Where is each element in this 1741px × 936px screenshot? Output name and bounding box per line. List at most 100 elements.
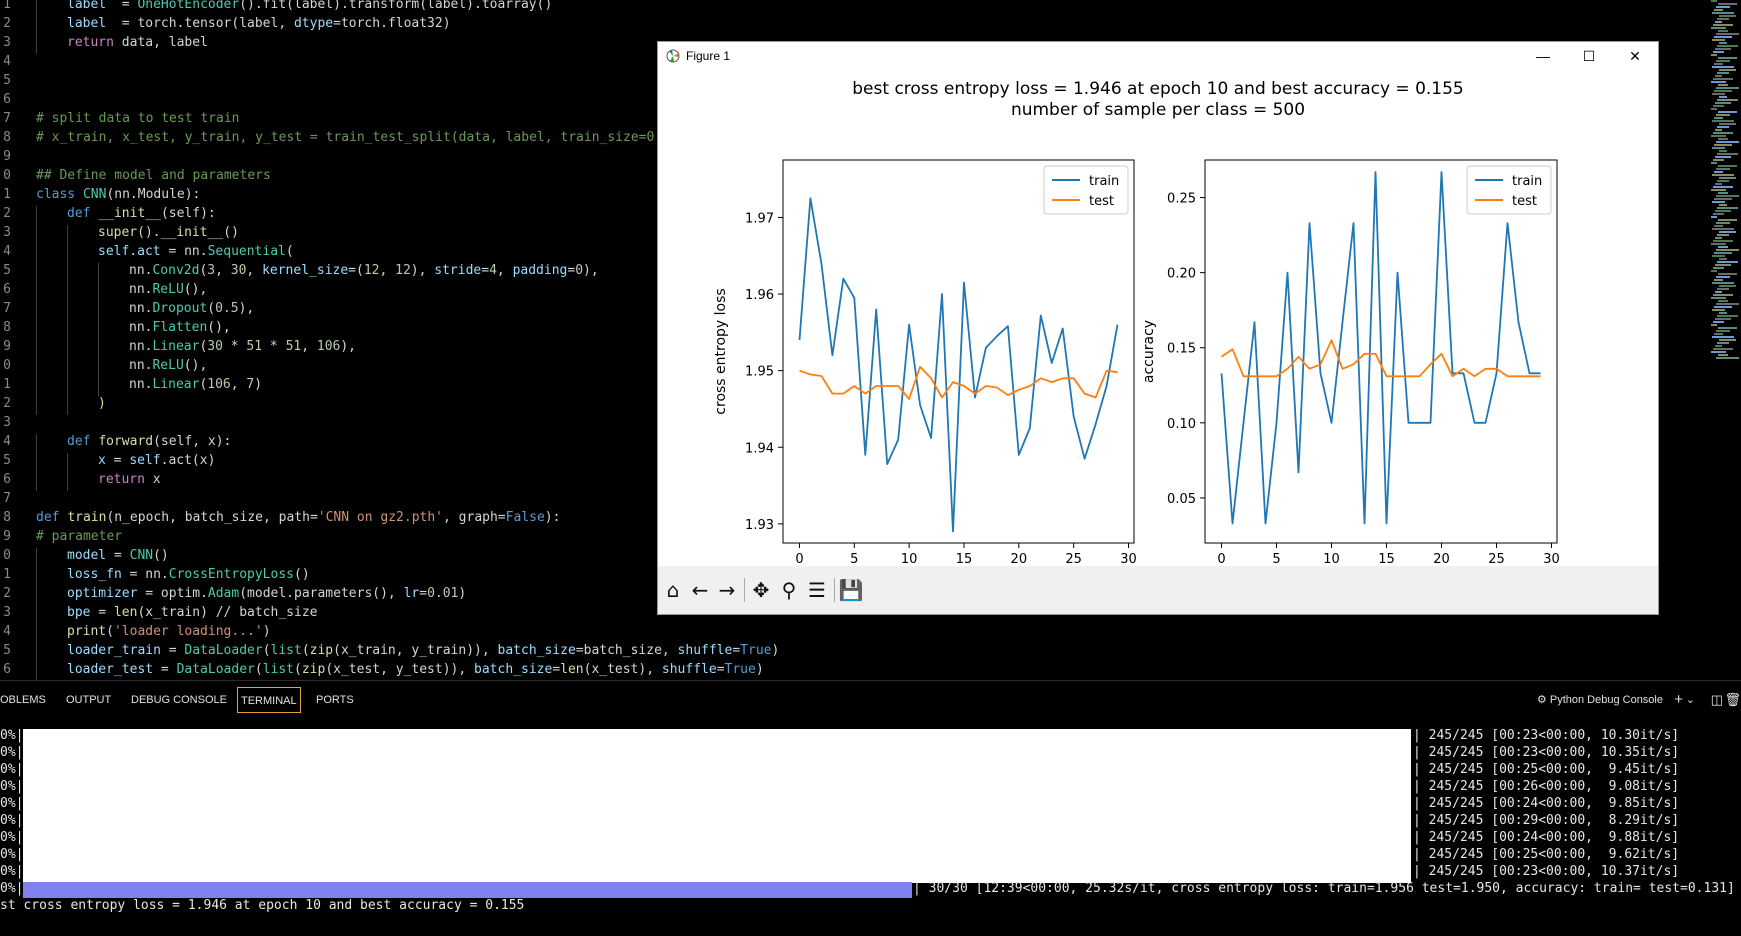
y-tick-label: 1.94 [745, 441, 774, 456]
code-line[interactable]: 4 self.act = nn.Sequential( [0, 244, 294, 263]
code-token: ), [340, 339, 357, 354]
window-titlebar[interactable]: Figure 1 — ☐ ✕ [658, 42, 1658, 70]
line-code: self.act = nn.Sequential( [98, 244, 294, 259]
code-line[interactable]: 4 [0, 54, 11, 73]
code-line[interactable]: 1 nn.Linear(106, 7) [0, 377, 262, 396]
tab-debug-console[interactable]: DEBUG CONSOLE [131, 694, 227, 706]
code-line[interactable]: 9 nn.Linear(30 * 51 * 51, 106), [0, 339, 356, 358]
line-code: def train(n_epoch, batch_size, path='CNN… [36, 510, 560, 525]
code-line[interactable]: 8 def train(n_epoch, batch_size, path='CN… [0, 510, 560, 529]
tab-ports[interactable]: PORTS [316, 694, 354, 706]
configure-icon[interactable]: ☰ [808, 578, 826, 602]
matplotlib-logo-icon [666, 49, 680, 63]
code-line[interactable]: 3 bpe = len(x_train) // batch_size [0, 605, 317, 624]
forward-icon[interactable]: → [718, 578, 736, 602]
minimize-button[interactable]: — [1536, 48, 1550, 64]
code-token: * [222, 339, 247, 354]
split-terminal-icon[interactable]: ◫ [1710, 692, 1723, 707]
close-button[interactable]: ✕ [1629, 48, 1641, 64]
code-line[interactable]: 6 [0, 92, 11, 111]
minimap-line [1718, 273, 1737, 275]
minimap-line [1718, 57, 1737, 59]
minimap-line [1719, 123, 1736, 125]
minimap-line [1715, 75, 1722, 77]
line-number: 1 [3, 0, 11, 12]
figure-canvas[interactable]: best cross entropy loss = 1.946 at epoch… [658, 70, 1658, 585]
zoom-icon[interactable]: ⚲ [781, 578, 797, 602]
progress-prefix: 0%| [0, 847, 24, 862]
code-line[interactable]: 1 class CNN(nn.Module): [0, 187, 200, 206]
code-token: super [98, 225, 138, 240]
code-line[interactable]: 2 label = torch.tensor(label, dtype=torch… [0, 16, 450, 35]
code-line[interactable]: 7 [0, 491, 11, 510]
indent-guide [67, 377, 68, 396]
line-code: optimizer = optim.Adam(model.parameters(… [67, 586, 466, 601]
code-line[interactable]: 3 super().__init__() [0, 225, 239, 244]
code-line[interactable]: 6 nn.ReLU(), [0, 282, 207, 301]
code-line[interactable]: 9 [0, 149, 11, 168]
code-line[interactable]: 9 # parameter [0, 529, 122, 548]
line-code: loader_test = DataLoader(list(zip(x_test… [67, 662, 764, 677]
code-line[interactable]: 6 loader_test = DataLoader(list(zip(x_tes… [0, 662, 764, 680]
line-number: 9 [3, 149, 11, 164]
code-line[interactable]: 4 print('loader loading...') [0, 624, 270, 643]
code-line[interactable]: 1 loss_fn = nn.CrossEntropyLoss() [0, 567, 309, 586]
toolbar-separator [834, 578, 835, 602]
legend-label-test: test [1512, 194, 1537, 209]
code-token: return [67, 35, 114, 50]
code-token: = [106, 0, 138, 12]
code-line[interactable]: 7 # split data to test train [0, 111, 239, 130]
code-token: 12 [395, 263, 411, 278]
minimap[interactable] [1711, 0, 1741, 380]
minimap-line [1714, 63, 1723, 65]
tab-terminal[interactable]: TERMINAL [237, 687, 301, 713]
matplotlib-figure-window[interactable]: Figure 1 — ☐ ✕ best cross entropy loss =… [658, 42, 1658, 614]
minimap-line [1711, 351, 1726, 353]
code-line[interactable]: 8 # x_train, x_test, y_train, y_test = tr… [0, 130, 670, 149]
y-axis-label: cross entropy loss [713, 288, 729, 414]
tab-output[interactable]: OUTPUT [66, 694, 112, 706]
home-icon[interactable]: ⌂ [666, 578, 680, 602]
back-icon[interactable]: ← [691, 578, 709, 602]
trash-icon[interactable]: 🗑 [1724, 692, 1741, 707]
y-tick-label: 0.10 [1167, 417, 1196, 432]
code-line[interactable]: 8 nn.Flatten(), [0, 320, 231, 339]
code-line[interactable]: 3 [0, 415, 11, 434]
code-line[interactable]: 2) [0, 396, 106, 415]
maximize-button[interactable]: ☐ [1582, 48, 1596, 64]
code-line[interactable]: 6 return x [0, 472, 160, 491]
indent-guide [36, 206, 37, 225]
line-number: 3 [3, 225, 11, 240]
x-tick-label: 10 [1323, 552, 1340, 566]
new-terminal-icon[interactable]: + [1674, 691, 1683, 708]
code-line[interactable]: 5 nn.Conv2d(3, 30, kernel_size=(12, 12), … [0, 263, 599, 282]
code-line[interactable]: 3 return data, label [0, 35, 208, 54]
code-line[interactable]: 2 def __init__(self): [0, 206, 216, 225]
code-line[interactable]: 2 optimizer = optim.Adam(model.parameters… [0, 586, 466, 605]
minimap-line [1716, 276, 1730, 278]
code-line[interactable]: 7 nn.Dropout(0.5), [0, 301, 254, 320]
code-line[interactable]: 1 label = OneHotEncoder().fit(label).tran… [0, 0, 552, 16]
x-tick-label: 25 [1065, 552, 1082, 566]
code-line[interactable]: 5 [0, 73, 11, 92]
indent-guide [36, 35, 37, 54]
code-token: = optim. [137, 586, 208, 601]
code-line[interactable]: 5 x = self.act(x) [0, 453, 215, 472]
line-code: x = self.act(x) [98, 453, 215, 468]
minimap-line [1715, 264, 1731, 266]
terminal-selector[interactable]: ⚙ Python Debug Console [1537, 687, 1663, 713]
code-line[interactable]: 0 model = CNN() [0, 548, 169, 567]
code-line[interactable]: 0 nn.ReLU(), [0, 358, 207, 377]
minimap-line [1714, 225, 1723, 227]
tab-problems[interactable]: OBLEMS [0, 694, 46, 706]
epoch-progress-bar [23, 882, 912, 898]
x-tick-label: 5 [1272, 552, 1280, 566]
code-line[interactable]: 4 def forward(self, x): [0, 434, 231, 453]
code-line[interactable]: 5 loader_train = DataLoader(list(zip(x_tr… [0, 643, 779, 662]
line-number: 0 [3, 168, 11, 183]
legend-label-train: train [1512, 174, 1542, 189]
chevron-down-icon[interactable]: ⌄ [1685, 694, 1695, 706]
pan-icon[interactable]: ✥ [752, 578, 770, 602]
code-line[interactable]: 0 ## Define model and parameters [0, 168, 271, 187]
save-icon[interactable]: 💾 [838, 578, 864, 602]
